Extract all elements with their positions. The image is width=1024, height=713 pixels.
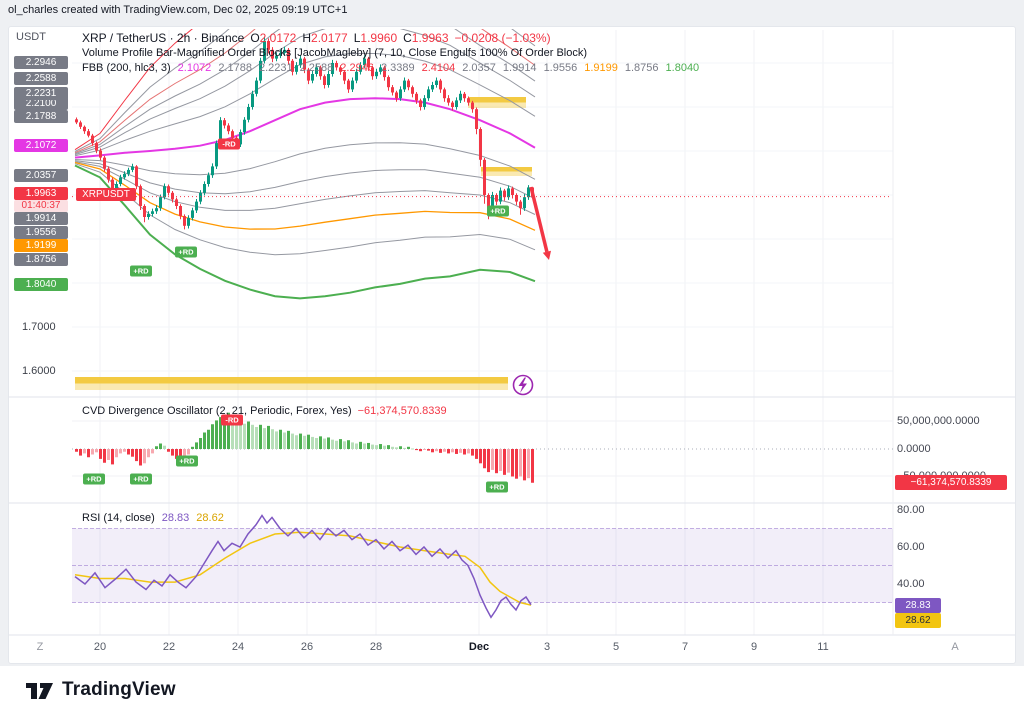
credit-text: ol_charles created with TradingView.com,… — [8, 4, 348, 16]
chart-card[interactable] — [8, 26, 1016, 664]
footer-bar: TradingView — [0, 666, 1024, 713]
tradingview-brand-text: TradingView — [62, 678, 176, 700]
credit-bar: ol_charles created with TradingView.com,… — [8, 4, 347, 16]
tradingview-logo-icon — [26, 682, 53, 699]
